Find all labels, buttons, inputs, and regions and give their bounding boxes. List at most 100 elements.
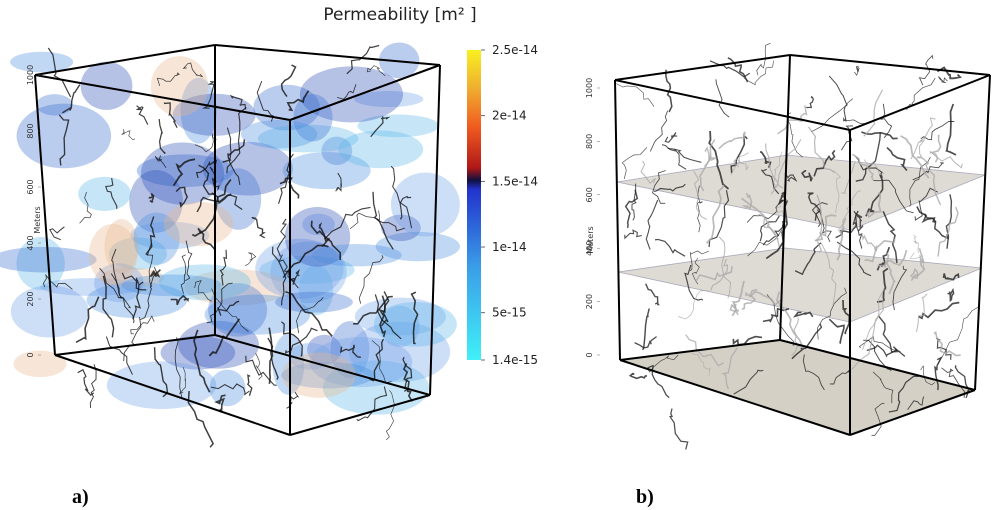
streamline — [807, 126, 835, 174]
streamline — [882, 211, 898, 264]
streamline — [863, 339, 892, 372]
streamline — [280, 64, 297, 98]
streamline — [853, 210, 864, 232]
streamline — [193, 329, 211, 393]
streamline — [855, 132, 881, 182]
fracture-disc — [99, 267, 165, 288]
streamline — [153, 347, 169, 398]
cube-edge — [974, 74, 991, 391]
streamline — [945, 194, 953, 249]
streamline — [390, 165, 413, 229]
fracture-disc — [375, 231, 460, 262]
streamline — [836, 217, 847, 261]
streamline — [163, 102, 178, 128]
streamline — [909, 156, 931, 207]
streamline — [356, 386, 388, 422]
streamline — [694, 266, 733, 283]
streamline — [892, 265, 908, 311]
cube-edge — [34, 74, 56, 356]
fracture-disc — [288, 342, 333, 370]
fracture-disc — [163, 201, 234, 247]
cube-edge — [614, 79, 621, 361]
streamline — [226, 127, 241, 186]
streamline — [835, 210, 859, 239]
fracture-disc — [282, 151, 371, 190]
fracture-disc — [299, 66, 404, 123]
streamline — [816, 287, 847, 340]
streamline — [807, 192, 822, 221]
streamline — [244, 252, 257, 267]
y-tick-label: 800 — [26, 123, 35, 138]
streamline — [820, 242, 837, 305]
streamline — [912, 162, 944, 181]
fracture-disc — [180, 77, 217, 144]
fracture-disc — [178, 320, 259, 369]
streamline — [276, 218, 287, 257]
streamline — [731, 280, 745, 317]
streamline — [865, 173, 884, 217]
streamline — [282, 244, 329, 279]
fracture-disc — [13, 350, 67, 378]
streamline — [794, 242, 822, 276]
streamline — [402, 363, 413, 402]
streamline — [918, 301, 960, 320]
cube-edge — [619, 359, 851, 436]
y-tick-label: 1000 — [26, 65, 35, 85]
fracture-disc — [307, 334, 342, 365]
streamline — [685, 334, 724, 367]
fracture-disc — [253, 84, 320, 131]
streamline — [693, 170, 708, 221]
streamline — [910, 117, 936, 160]
streamline — [664, 132, 678, 143]
streamline — [718, 236, 732, 299]
streamline — [123, 317, 142, 362]
streamline — [49, 226, 65, 241]
streamline — [366, 65, 386, 77]
streamline — [289, 268, 300, 286]
streamline — [154, 155, 167, 169]
streamline — [370, 116, 391, 138]
streamline — [336, 84, 357, 100]
cube-edge — [779, 54, 791, 341]
streamline — [862, 288, 885, 350]
streamline — [698, 139, 716, 192]
streamline — [947, 287, 955, 303]
streamline — [741, 288, 758, 310]
streamline — [878, 315, 899, 353]
streamline — [667, 147, 702, 163]
streamline — [318, 222, 331, 248]
streamline — [245, 355, 277, 386]
streamline — [920, 365, 936, 386]
streamline — [915, 293, 928, 333]
streamline — [852, 215, 863, 249]
fracture-disc — [322, 360, 430, 415]
streamline — [689, 250, 709, 271]
streamline — [284, 327, 318, 354]
streamline — [945, 103, 957, 156]
streamline — [295, 297, 324, 334]
streamline — [873, 179, 914, 214]
streamline — [251, 216, 266, 239]
cube-edge — [54, 354, 291, 436]
fracture-disc — [293, 94, 333, 142]
streamline — [132, 281, 144, 320]
streamline — [888, 375, 919, 413]
streamline — [214, 394, 226, 413]
streamline — [843, 117, 867, 124]
streamline — [929, 150, 963, 169]
fracture-disc — [121, 274, 222, 297]
streamline — [170, 294, 189, 306]
streamline — [854, 65, 860, 76]
y-tick-label: 800 — [585, 134, 594, 149]
streamline — [649, 110, 669, 152]
cube-edge — [429, 64, 441, 396]
fracture-disc — [80, 61, 133, 110]
panel-a-volume — [0, 42, 460, 448]
colorbar-tick-label: 1.4e-15 — [492, 353, 538, 367]
streamline — [864, 238, 896, 263]
cube-edge — [34, 44, 216, 76]
streamline — [201, 80, 216, 109]
cube-edge — [214, 334, 431, 396]
fracture-disc — [281, 362, 375, 389]
